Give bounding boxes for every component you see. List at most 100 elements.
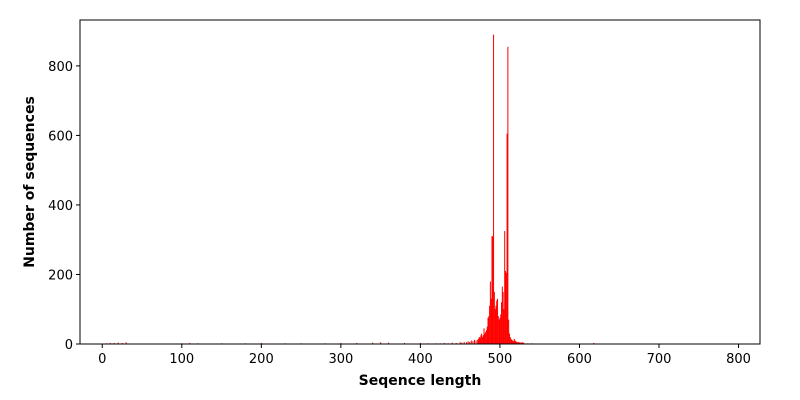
bar: [499, 317, 501, 344]
bar: [481, 337, 483, 344]
y-tick-label: 800: [48, 60, 73, 75]
bar: [475, 340, 477, 344]
x-tick-label: 600: [567, 352, 592, 367]
bar: [493, 34, 495, 344]
x-tick-label: 100: [169, 352, 194, 367]
bar: [490, 298, 492, 344]
bar: [502, 291, 504, 344]
x-tick-label: 800: [726, 352, 751, 367]
bar: [483, 328, 485, 344]
bar: [519, 342, 521, 344]
bar: [372, 342, 374, 344]
bar: [516, 341, 518, 344]
bar: [466, 342, 468, 344]
bar: [593, 342, 595, 344]
bar: [117, 342, 119, 344]
bar: [513, 338, 515, 344]
bar: [477, 339, 479, 344]
bar: [459, 342, 461, 344]
bar: [500, 314, 502, 344]
bar: [512, 340, 514, 344]
bar: [521, 341, 523, 344]
bar: [489, 281, 491, 344]
bar: [189, 342, 191, 344]
bar: [492, 236, 494, 344]
y-tick-label: 200: [48, 268, 73, 283]
bar: [125, 342, 127, 344]
bar: [463, 341, 465, 344]
bar: [473, 339, 475, 344]
x-tick-label: 400: [408, 352, 433, 367]
bar: [514, 340, 516, 344]
bar: [510, 338, 512, 344]
bar: [497, 298, 499, 344]
bar: [109, 342, 111, 344]
bar: [520, 342, 522, 344]
bar: [503, 309, 505, 344]
bar: [380, 342, 382, 344]
bar: [451, 342, 453, 344]
bar: [517, 341, 519, 344]
y-tick-label: 400: [48, 199, 73, 214]
bar: [497, 316, 499, 344]
bar: [443, 342, 445, 344]
bar: [512, 341, 514, 344]
bar: [485, 330, 487, 344]
bar: [469, 341, 471, 344]
bar: [478, 337, 480, 344]
bar: [480, 335, 482, 344]
bar: [356, 342, 358, 344]
y-axis-label: Number of sequences: [22, 96, 38, 268]
bar: [491, 236, 493, 344]
bar: [501, 286, 503, 344]
bar: [520, 342, 522, 344]
x-axis-label: Seqence length: [359, 373, 482, 389]
bar: [479, 337, 481, 344]
bar: [484, 333, 486, 344]
x-tick-label: 0: [98, 352, 106, 367]
bar: [477, 338, 479, 344]
bar: [487, 317, 489, 344]
bar: [504, 270, 506, 344]
bar: [403, 342, 405, 344]
bar: [495, 305, 497, 344]
bar: [511, 339, 513, 344]
bar: [506, 133, 508, 344]
bar: [467, 341, 469, 344]
bar: [113, 342, 115, 344]
bar: [388, 342, 390, 344]
x-tick-label: 300: [328, 352, 353, 367]
x-tick-label: 700: [647, 352, 672, 367]
bar: [523, 342, 525, 344]
y-tick-label: 600: [48, 129, 73, 144]
bar: [518, 342, 520, 344]
plot-frame: [79, 19, 761, 345]
bar: [507, 46, 509, 344]
bar: [419, 342, 421, 344]
bar: [488, 316, 490, 344]
bar: [461, 342, 463, 344]
bar: [498, 319, 500, 344]
y-tick-label: 0: [65, 338, 73, 353]
bar: [455, 342, 457, 344]
bar: [516, 342, 518, 344]
x-tick-label: 500: [488, 352, 513, 367]
bar: [496, 300, 498, 344]
bar: [493, 291, 495, 344]
bar: [515, 341, 517, 344]
bar: [481, 333, 483, 344]
bar: [486, 326, 488, 344]
bar: [472, 341, 474, 344]
bar: [340, 342, 342, 344]
bar: [482, 335, 484, 344]
bar: [470, 340, 472, 344]
bar: [260, 342, 262, 344]
bar: [121, 342, 123, 344]
bar: [485, 331, 487, 344]
bar: [508, 319, 510, 344]
bar: [501, 302, 503, 344]
bar: [489, 305, 491, 344]
bar: [505, 272, 507, 344]
bar: [494, 309, 496, 344]
